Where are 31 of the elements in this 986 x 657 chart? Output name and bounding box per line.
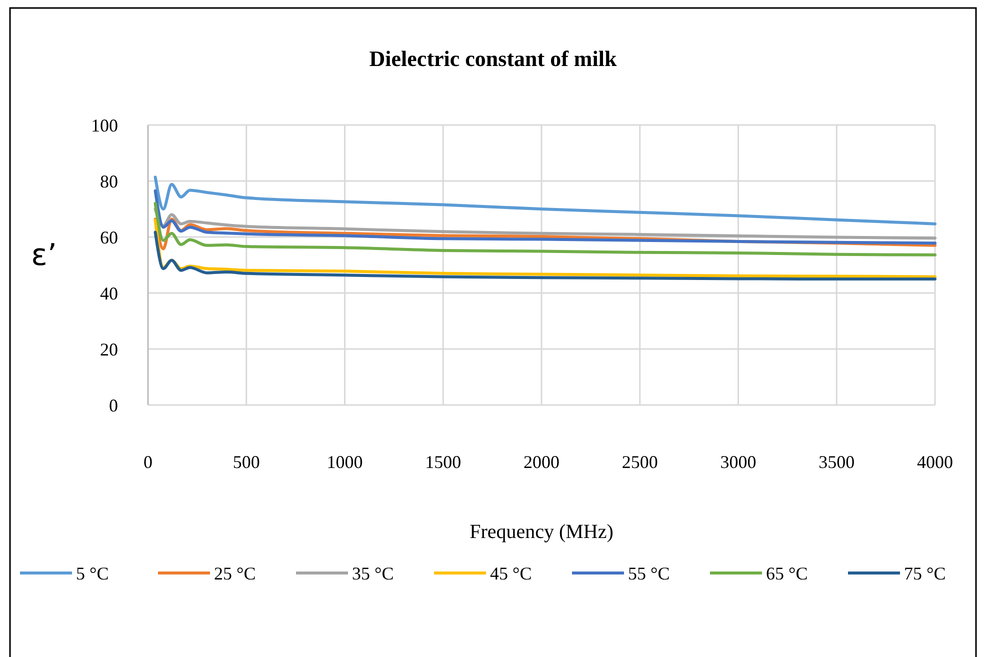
line-series (154, 176, 936, 226)
x-tick-label: 3000 (720, 452, 756, 472)
x-axis-title: Frequency (MHz) (470, 521, 614, 543)
x-tick-label: 2000 (524, 452, 560, 472)
x-tick-label: 1000 (326, 452, 363, 472)
legend-label: 35 °C (352, 563, 394, 584)
legend-label: 55 °C (628, 563, 670, 584)
x-tick-label: 1500 (425, 452, 462, 472)
x-tick-label: 500 (232, 452, 260, 472)
legend-label: 5 °C (76, 563, 109, 584)
line-series (154, 208, 936, 240)
legend-label: 25 °C (214, 563, 256, 584)
line-series (154, 202, 936, 256)
legend-label: 45 °C (490, 563, 532, 584)
y-tick-label: 40 (100, 283, 118, 304)
x-tick-label: 4000 (917, 452, 953, 472)
y-tick-label: 20 (100, 339, 118, 360)
y-tick-label: 60 (100, 227, 118, 248)
legend-label: 65 °C (766, 563, 808, 584)
x-tick-label: 3500 (818, 452, 855, 472)
line-series (154, 189, 936, 245)
x-tick-label: 0 (144, 452, 152, 472)
legend-label: 75 °C (904, 563, 946, 584)
line-series (154, 230, 936, 280)
y-tick-label: 100 (91, 115, 118, 136)
chart-title: Dielectric constant of milk (369, 46, 618, 71)
y-tick-label: 80 (100, 171, 118, 192)
x-tick-label: 2500 (622, 452, 658, 472)
line-series (154, 218, 936, 278)
y-axis-title: ε’ (31, 238, 57, 273)
y-tick-label: 0 (109, 395, 118, 416)
